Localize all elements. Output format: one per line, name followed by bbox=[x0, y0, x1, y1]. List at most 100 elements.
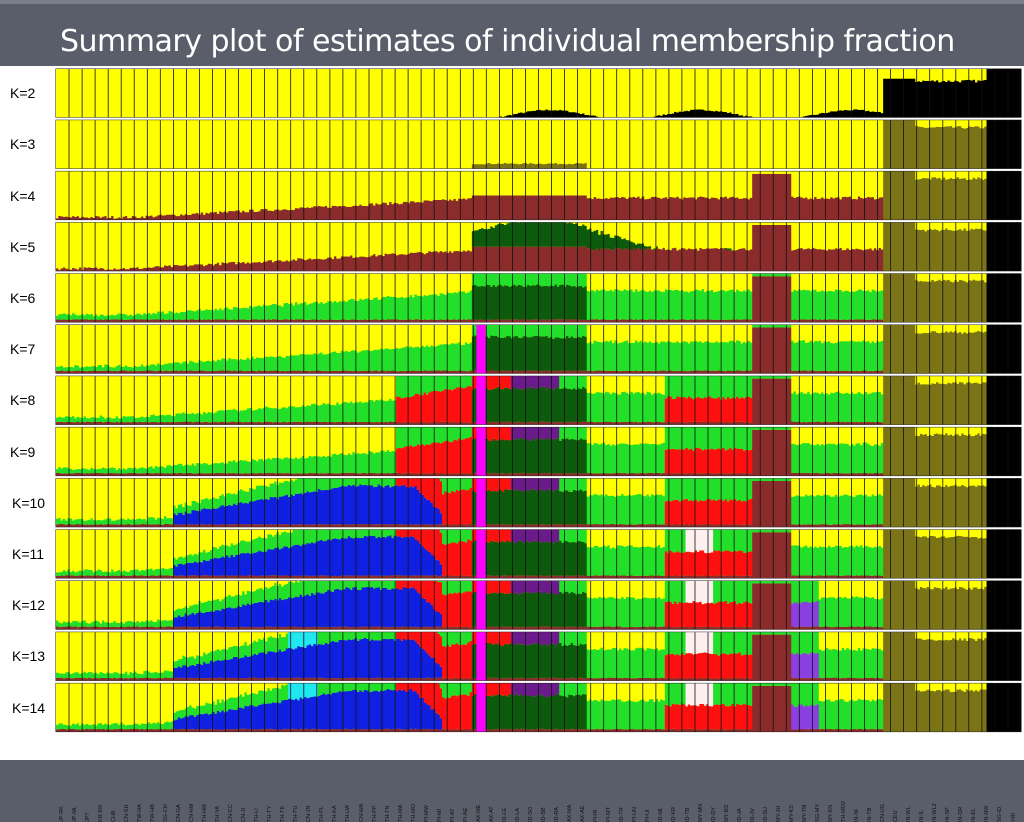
membership-bar-segment bbox=[405, 298, 408, 320]
membership-bar-segment bbox=[352, 319, 355, 322]
membership-bar-segment bbox=[605, 223, 608, 235]
membership-bar-segment bbox=[111, 325, 114, 367]
membership-bar-segment bbox=[982, 274, 985, 280]
membership-bar-segment bbox=[428, 251, 431, 271]
membership-bar-segment bbox=[869, 197, 872, 219]
membership-bar-segment bbox=[265, 325, 268, 357]
membership-bar-segment bbox=[258, 320, 261, 322]
membership-bar-segment bbox=[502, 338, 505, 371]
membership-bar-segment bbox=[541, 110, 544, 117]
membership-bar-segment bbox=[116, 366, 119, 371]
membership-bar-segment bbox=[231, 359, 234, 371]
membership-bar-segment bbox=[265, 306, 268, 320]
membership-bar-segment bbox=[557, 196, 560, 220]
membership-bar-segment bbox=[943, 280, 946, 322]
membership-bar-segment bbox=[453, 344, 456, 371]
membership-bar-segment bbox=[748, 274, 751, 289]
membership-bar-segment bbox=[364, 206, 367, 220]
membership-bar-segment bbox=[987, 223, 990, 271]
membership-bar-segment bbox=[136, 325, 139, 367]
membership-bar-segment bbox=[973, 223, 976, 230]
membership-bar-segment bbox=[777, 223, 780, 225]
membership-bar-segment bbox=[557, 171, 560, 195]
membership-bar-segment bbox=[164, 265, 167, 270]
membership-bar-segment bbox=[633, 320, 636, 322]
membership-bar-segment bbox=[74, 269, 77, 271]
membership-bar-segment bbox=[231, 325, 234, 359]
membership-bar-segment bbox=[339, 69, 342, 117]
membership-bar-segment bbox=[201, 320, 204, 322]
membership-bar-segment bbox=[440, 120, 443, 168]
membership-bar-segment bbox=[704, 274, 707, 292]
membership-bar-segment bbox=[518, 223, 521, 247]
membership-bar-segment bbox=[267, 274, 270, 306]
membership-bar-segment bbox=[483, 320, 486, 322]
membership-bar-segment bbox=[401, 297, 404, 320]
membership-bar-segment bbox=[624, 248, 627, 270]
membership-bar-segment bbox=[961, 280, 964, 322]
membership-bar-segment bbox=[421, 296, 424, 320]
membership-bar-segment bbox=[504, 171, 507, 195]
membership-bar-segment bbox=[120, 314, 123, 320]
membership-bar-segment bbox=[598, 274, 601, 291]
membership-bar-segment bbox=[205, 371, 208, 373]
membership-bar-segment bbox=[88, 120, 91, 168]
membership-bar-segment bbox=[757, 274, 760, 276]
membership-bar-segment bbox=[295, 120, 298, 168]
membership-bar-segment bbox=[428, 320, 431, 322]
membership-bar-segment bbox=[598, 250, 601, 270]
membership-bar-segment bbox=[936, 178, 939, 219]
membership-bar-segment bbox=[189, 325, 192, 361]
membership-bar-segment bbox=[465, 69, 468, 117]
membership-bar-segment bbox=[323, 171, 326, 206]
membership-bar-segment bbox=[630, 319, 633, 322]
membership-bar-segment bbox=[743, 116, 746, 117]
membership-bar-segment bbox=[635, 69, 638, 117]
membership-bar-segment bbox=[118, 171, 121, 217]
membership-bar-segment bbox=[442, 252, 445, 271]
membership-bar-segment bbox=[626, 199, 629, 220]
membership-bar-segment bbox=[463, 171, 466, 198]
membership-bar-segment bbox=[543, 110, 546, 117]
membership-bar-segment bbox=[612, 171, 615, 197]
membership-bar-segment bbox=[541, 247, 544, 271]
membership-bar-segment bbox=[467, 325, 470, 344]
membership-bar-segment bbox=[970, 171, 973, 179]
membership-bar-segment bbox=[709, 69, 712, 111]
membership-bar-segment bbox=[904, 171, 907, 219]
membership-bar-segment bbox=[265, 274, 268, 306]
membership-bar-segment bbox=[470, 69, 473, 117]
membership-bar-segment bbox=[513, 120, 516, 164]
membership-bar-segment bbox=[750, 198, 753, 220]
membership-bar-segment bbox=[555, 325, 558, 337]
membership-bar-segment bbox=[396, 171, 399, 203]
membership-bar-segment bbox=[58, 371, 61, 373]
membership-bar-segment bbox=[332, 320, 335, 322]
membership-bar-segment bbox=[123, 120, 126, 168]
membership-bar-segment bbox=[996, 223, 999, 271]
membership-bar-segment bbox=[424, 120, 427, 168]
membership-bar-segment bbox=[203, 215, 206, 220]
membership-bar-segment bbox=[699, 248, 702, 271]
membership-bar-segment bbox=[417, 202, 420, 220]
membership-bar-segment bbox=[564, 247, 567, 271]
membership-bar-segment bbox=[90, 120, 93, 168]
membership-bar-segment bbox=[584, 69, 587, 115]
membership-bar-segment bbox=[102, 325, 105, 367]
membership-bar-segment bbox=[104, 316, 107, 319]
membership-bar-segment bbox=[254, 274, 257, 307]
membership-bar-segment bbox=[343, 257, 346, 271]
membership-bar-segment bbox=[688, 274, 691, 292]
membership-bar-segment bbox=[263, 120, 266, 168]
membership-bar-segment bbox=[961, 69, 964, 80]
membership-bar-segment bbox=[566, 111, 569, 118]
membership-bar-segment bbox=[205, 361, 208, 371]
membership-bar-segment bbox=[150, 223, 153, 268]
membership-bar-segment bbox=[532, 196, 535, 220]
membership-bar-segment bbox=[867, 249, 870, 271]
membership-bar-segment bbox=[164, 69, 167, 117]
membership-bar-segment bbox=[499, 274, 502, 285]
membership-bar-segment bbox=[607, 234, 610, 249]
membership-bar-segment bbox=[74, 69, 77, 117]
membership-bar-segment bbox=[194, 120, 197, 168]
